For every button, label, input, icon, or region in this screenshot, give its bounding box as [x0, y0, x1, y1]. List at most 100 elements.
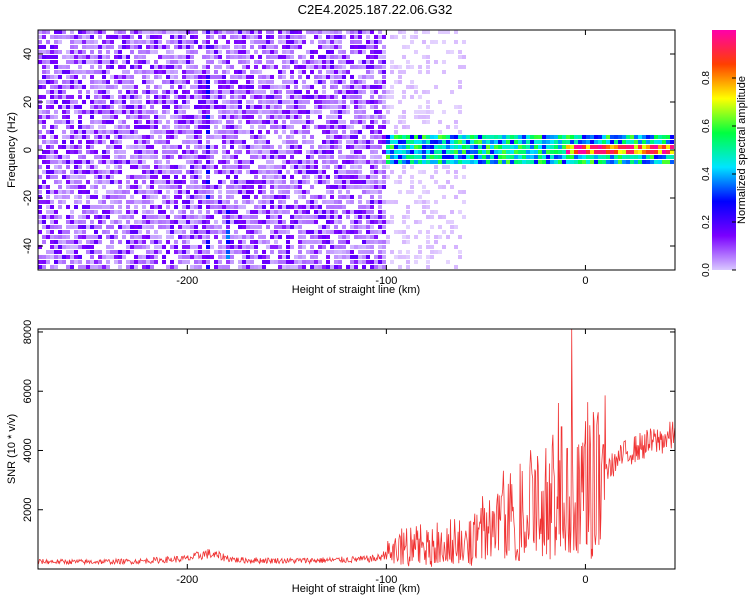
- heatmap-cell: [638, 140, 642, 144]
- heatmap-cell: [206, 170, 210, 174]
- heatmap-cell: [150, 130, 154, 134]
- heatmap-cell: [274, 130, 278, 134]
- heatmap-cell: [90, 40, 94, 44]
- heatmap-cell: [146, 135, 150, 139]
- heatmap-cell: [190, 195, 194, 199]
- heatmap-cell: [358, 95, 362, 99]
- heatmap-cell: [270, 230, 274, 234]
- heatmap-cell: [274, 225, 278, 229]
- heatmap-cell: [178, 195, 182, 199]
- heatmap-cell: [350, 220, 354, 224]
- heatmap-cell: [378, 110, 382, 114]
- heatmap-cell: [322, 200, 326, 204]
- heatmap-cell: [206, 255, 210, 259]
- heatmap-cell: [610, 160, 614, 164]
- heatmap-cell: [210, 225, 214, 229]
- heatmap-cell: [54, 165, 58, 169]
- heatmap-cell: [378, 155, 382, 159]
- heatmap-cell: [286, 40, 290, 44]
- heatmap-cell: [86, 90, 90, 94]
- heatmap-y-tick-label: 0: [22, 147, 34, 153]
- heatmap-cell: [318, 245, 322, 249]
- heatmap-cell: [286, 55, 290, 59]
- heatmap-cell: [382, 165, 386, 169]
- heatmap-cell: [70, 150, 74, 154]
- heatmap-cell: [570, 145, 574, 149]
- heatmap-cell: [330, 265, 334, 269]
- heatmap-cell: [502, 140, 506, 144]
- heatmap-cell: [98, 215, 102, 219]
- heatmap-cell: [238, 260, 242, 264]
- heatmap-cell: [234, 115, 238, 119]
- heatmap-cell: [190, 60, 194, 64]
- heatmap-cell: [166, 50, 170, 54]
- heatmap-cell: [178, 55, 182, 59]
- heatmap-cell: [234, 90, 238, 94]
- heatmap-cell: [142, 205, 146, 209]
- heatmap-cell: [282, 165, 286, 169]
- heatmap-cell: [210, 75, 214, 79]
- heatmap-cell: [362, 115, 366, 119]
- heatmap-cell: [154, 75, 158, 79]
- heatmap-cell: [106, 95, 110, 99]
- heatmap-cell: [350, 145, 354, 149]
- heatmap-cell: [354, 65, 358, 69]
- heatmap-cell: [206, 150, 210, 154]
- heatmap-cell: [250, 70, 254, 74]
- heatmap-cell: [122, 230, 126, 234]
- heatmap-cell: [434, 250, 438, 254]
- heatmap-cell: [106, 115, 110, 119]
- heatmap-cell: [230, 180, 234, 184]
- heatmap-cell: [58, 40, 62, 44]
- heatmap-cell: [38, 155, 42, 159]
- heatmap-cell: [142, 165, 146, 169]
- heatmap-cell: [46, 195, 50, 199]
- heatmap-cell: [282, 155, 286, 159]
- heatmap-cell: [582, 145, 586, 149]
- heatmap-cell: [274, 100, 278, 104]
- heatmap-cell: [170, 100, 174, 104]
- heatmap-cell: [218, 50, 222, 54]
- heatmap-cell: [186, 225, 190, 229]
- heatmap-cell: [266, 35, 270, 39]
- heatmap-cell: [214, 50, 218, 54]
- heatmap-cell: [250, 235, 254, 239]
- heatmap-cell: [302, 105, 306, 109]
- heatmap-cell: [102, 180, 106, 184]
- heatmap-cell: [82, 30, 86, 34]
- heatmap-cell: [434, 160, 438, 164]
- heatmap-cell: [370, 220, 374, 224]
- heatmap-cell: [294, 105, 298, 109]
- heatmap-cell: [286, 105, 290, 109]
- heatmap-cell: [238, 160, 242, 164]
- heatmap-cell: [94, 180, 98, 184]
- heatmap-cell: [390, 215, 394, 219]
- heatmap-cell: [362, 60, 366, 64]
- heatmap-cell: [414, 200, 418, 204]
- heatmap-cell: [342, 250, 346, 254]
- heatmap-cell: [354, 185, 358, 189]
- heatmap-y-label: Frequency (Hz): [6, 112, 18, 188]
- heatmap-cell: [326, 250, 330, 254]
- heatmap-cell: [158, 220, 162, 224]
- heatmap-cell: [150, 265, 154, 269]
- heatmap-cell: [78, 35, 82, 39]
- heatmap-cell: [326, 105, 330, 109]
- heatmap-cell: [62, 145, 66, 149]
- heatmap-cell: [226, 165, 230, 169]
- heatmap-cell: [62, 55, 66, 59]
- heatmap-cell: [138, 160, 142, 164]
- heatmap-cell: [378, 245, 382, 249]
- heatmap-cell: [414, 155, 418, 159]
- heatmap-cell: [482, 160, 486, 164]
- heatmap-cell: [294, 85, 298, 89]
- heatmap-cell: [134, 245, 138, 249]
- heatmap-cell: [242, 90, 246, 94]
- heatmap-cell: [186, 255, 190, 259]
- heatmap-cell: [138, 230, 142, 234]
- heatmap-cell: [254, 110, 258, 114]
- heatmap-cell: [206, 35, 210, 39]
- colorbar-tick-label: 0.8: [701, 71, 712, 85]
- heatmap-cell: [106, 235, 110, 239]
- heatmap-cell: [130, 105, 134, 109]
